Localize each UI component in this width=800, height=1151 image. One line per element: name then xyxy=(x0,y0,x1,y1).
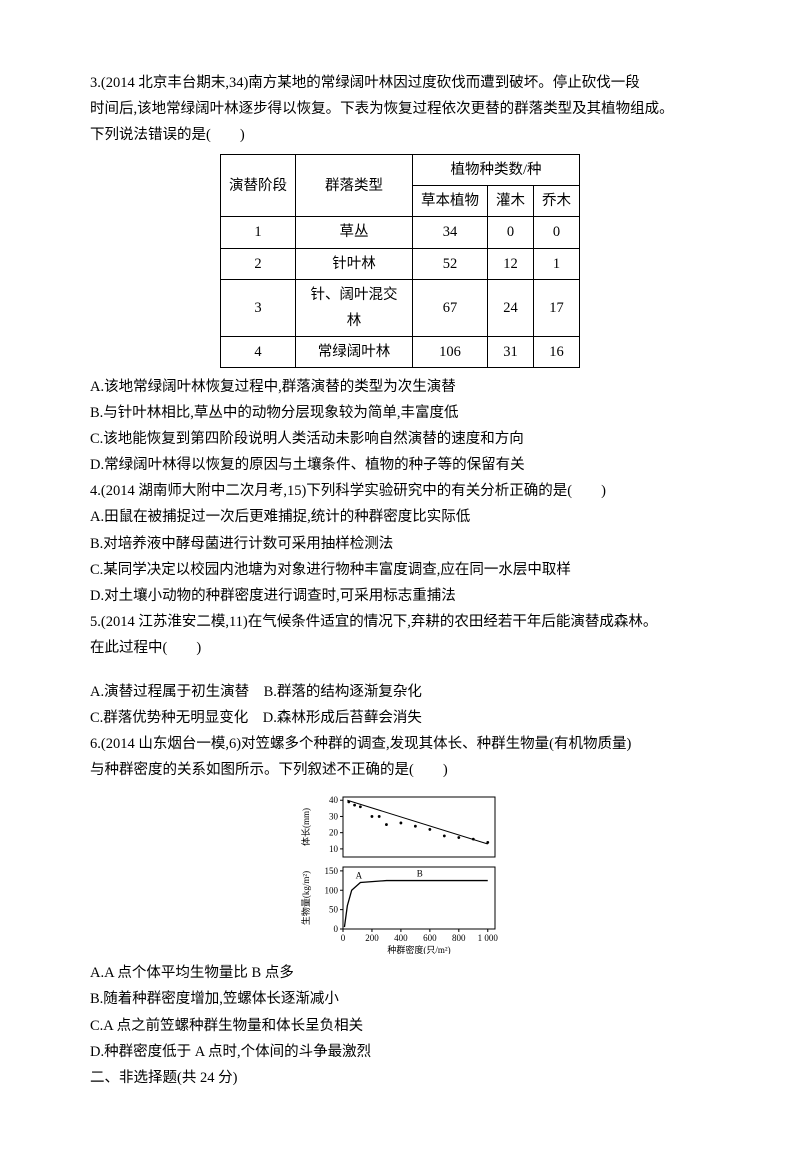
q6-option-d: D.种群密度低于 A 点时,个体间的斗争最激烈 xyxy=(90,1039,710,1065)
svg-text:50: 50 xyxy=(329,905,339,915)
th-shrub: 灌木 xyxy=(488,186,534,217)
svg-text:1 000: 1 000 xyxy=(478,933,499,943)
q3-option-d: D.常绿阔叶林得以恢复的原因与土壤条件、植物的种子等的保留有关 xyxy=(90,452,710,478)
table-row: 1 草丛 34 0 0 xyxy=(221,217,580,248)
q3-stem-line1: 3.(2014 北京丰台期末,34)南方某地的常绿阔叶林因过度砍伐而遭到破坏。停… xyxy=(90,70,710,96)
table-row: 3 针、阔叶混交林 67 24 17 xyxy=(221,279,580,336)
q6-stem-line1: 6.(2014 山东烟台一模,6)对笠螺多个种群的调查,发现其体长、种群生物量(… xyxy=(90,731,710,757)
svg-text:600: 600 xyxy=(423,933,437,943)
q3-option-c: C.该地能恢复到第四阶段说明人类活动未影响自然演替的速度和方向 xyxy=(90,426,710,452)
q4-option-d: D.对土壤小动物的种群密度进行调查时,可采用标志重捕法 xyxy=(90,583,710,609)
q4-option-b: B.对培养液中酵母菌进行计数可采用抽样检测法 xyxy=(90,531,710,557)
blank-line xyxy=(90,661,710,679)
svg-text:200: 200 xyxy=(365,933,379,943)
svg-text:生物量(kg/m²): 生物量(kg/m²) xyxy=(300,871,311,925)
q6-stem-line2: 与种群密度的关系如图所示。下列叙述不正确的是( ) xyxy=(90,757,710,783)
q5-option-cd: C.群落优势种无明显变化 D.森林形成后苔藓会消失 xyxy=(90,705,710,731)
svg-text:40: 40 xyxy=(329,796,339,806)
svg-text:种群密度(只/m²): 种群密度(只/m²) xyxy=(387,944,450,954)
svg-text:20: 20 xyxy=(329,828,339,838)
q5-option-ab: A.演替过程属于初生演替 B.群落的结构逐渐复杂化 xyxy=(90,679,710,705)
th-stage: 演替阶段 xyxy=(221,155,296,217)
q6-option-a: A.A 点个体平均生物量比 B 点多 xyxy=(90,960,710,986)
q4-option-a: A.田鼠在被捕捉过一次后更难捕捉,统计的种群密度比实际低 xyxy=(90,504,710,530)
q4-stem: 4.(2014 湖南师大附中二次月考,15)下列科学实验研究中的有关分析正确的是… xyxy=(90,478,710,504)
svg-text:800: 800 xyxy=(452,933,466,943)
svg-text:B: B xyxy=(417,869,423,879)
th-tree: 乔木 xyxy=(534,186,580,217)
q4-option-c: C.某同学决定以校园内池塘为对象进行物种丰富度调查,应在同一水层中取样 xyxy=(90,557,710,583)
svg-text:体长(mm): 体长(mm) xyxy=(300,808,311,846)
svg-text:A: A xyxy=(356,871,363,881)
q5-stem-line2: 在此过程中( ) xyxy=(90,635,710,661)
svg-text:30: 30 xyxy=(329,812,339,822)
q3-option-b: B.与针叶林相比,草丛中的动物分层现象较为简单,丰富度低 xyxy=(90,400,710,426)
table-row: 4 常绿阔叶林 106 31 16 xyxy=(221,336,580,367)
svg-text:10: 10 xyxy=(329,844,339,854)
q3-table: 演替阶段 群落类型 植物种类数/种 草本植物 灌木 乔木 1 草丛 34 0 0… xyxy=(220,154,580,368)
q3-option-a: A.该地常绿阔叶林恢复过程中,群落演替的类型为次生演替 xyxy=(90,374,710,400)
svg-text:0: 0 xyxy=(341,933,346,943)
q5-stem-line1: 5.(2014 江苏淮安二模,11)在气候条件适宜的情况下,弃耕的农田经若干年后… xyxy=(90,609,710,635)
svg-text:150: 150 xyxy=(325,866,339,876)
q6-option-c: C.A 点之前笠螺种群生物量和体长呈负相关 xyxy=(90,1013,710,1039)
th-plant-group: 植物种类数/种 xyxy=(413,155,580,186)
th-type: 群落类型 xyxy=(296,155,413,217)
table-row: 2 针叶林 52 12 1 xyxy=(221,248,580,279)
q3-stem-line3: 下列说法错误的是( ) xyxy=(90,122,710,148)
svg-text:400: 400 xyxy=(394,933,408,943)
section-2-heading: 二、非选择题(共 24 分) xyxy=(90,1065,710,1091)
svg-text:0: 0 xyxy=(334,924,339,934)
svg-text:100: 100 xyxy=(325,886,339,896)
q6-option-b: B.随着种群密度增加,笠螺体长逐渐减小 xyxy=(90,986,710,1012)
th-herb: 草本植物 xyxy=(413,186,488,217)
q6-chart: 10 20 30 40 体长(mm) 0 50 100 150 生物量(kg/m²) A B 0 200 4… xyxy=(295,789,505,954)
q3-stem-line2: 时间后,该地常绿阔叶林逐步得以恢复。下表为恢复过程依次更替的群落类型及其植物组成… xyxy=(90,96,710,122)
